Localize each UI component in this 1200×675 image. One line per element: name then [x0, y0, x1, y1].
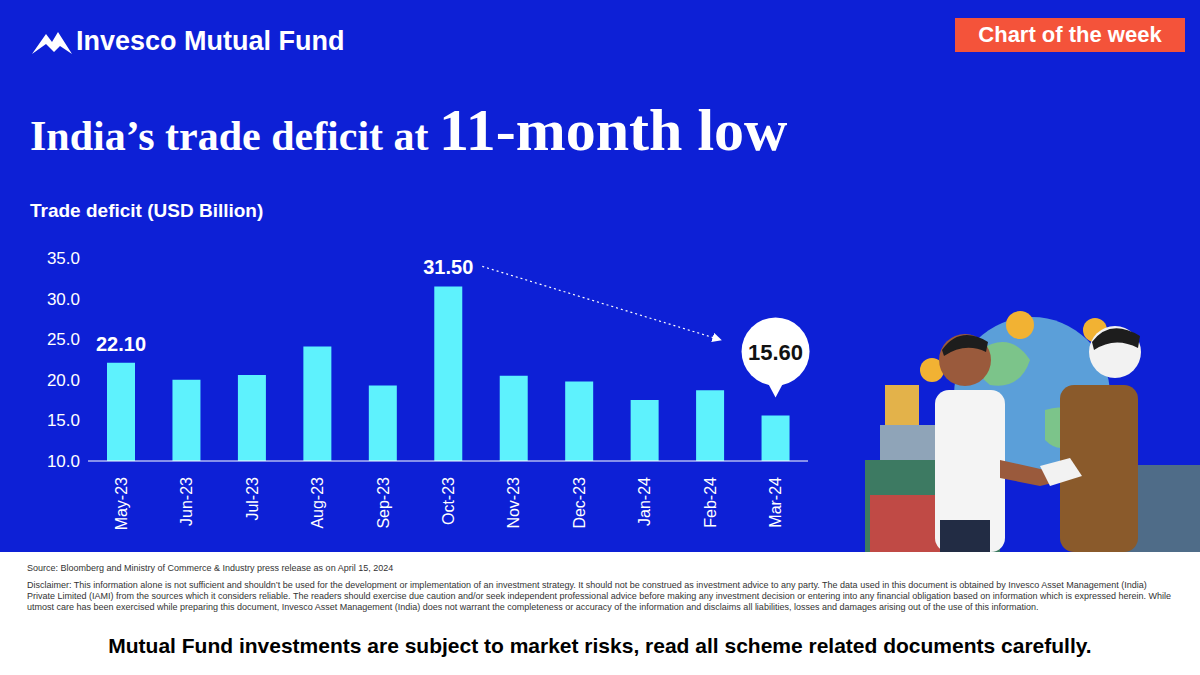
svg-text:Feb-24: Feb-24 — [702, 477, 719, 528]
svg-text:30.0: 30.0 — [47, 290, 80, 309]
html-text:Chart of the week: Chart of the week — [978, 22, 1162, 47]
svg-text:Nov-23: Nov-23 — [505, 477, 522, 529]
svg-text:Aug-23: Aug-23 — [309, 477, 326, 529]
svg-text:10.0: 10.0 — [47, 452, 80, 471]
svg-text:May-23: May-23 — [113, 477, 130, 530]
svg-text:25.0: 25.0 — [47, 330, 80, 349]
svg-text:31.50: 31.50 — [423, 256, 473, 278]
html-text:Mutual Fund investments are su: Mutual Fund investments are subject to m… — [108, 634, 1092, 657]
svg-text:20.0: 20.0 — [47, 371, 80, 390]
svg-text:15.60: 15.60 — [748, 340, 803, 365]
svg-text:15.0: 15.0 — [47, 411, 80, 430]
html-text:Disclaimer: This information a: Disclaimer: This information alone is no… — [27, 580, 1171, 612]
html-text:Invesco Mutual Fund: Invesco Mutual Fund — [76, 26, 345, 56]
svg-text:Mar-24: Mar-24 — [767, 477, 784, 528]
svg-text:Jul-23: Jul-23 — [244, 477, 261, 521]
html-text:India’s trade deficit at 11-mo: India’s trade deficit at 11-month low — [30, 97, 788, 163]
html-text:Source: Bloomberg and Ministry: Source: Bloomberg and Ministry of Commer… — [27, 563, 394, 573]
svg-text:22.10: 22.10 — [96, 333, 146, 355]
svg-text:Dec-23: Dec-23 — [571, 477, 588, 529]
svg-text:Jun-23: Jun-23 — [178, 477, 195, 526]
svg-text:Sep-23: Sep-23 — [375, 477, 392, 529]
svg-text:Oct-23: Oct-23 — [440, 477, 457, 525]
svg-text:Jan-24: Jan-24 — [636, 477, 653, 526]
svg-text:35.0: 35.0 — [47, 249, 80, 268]
html-text:Trade deficit (USD Billion): Trade deficit (USD Billion) — [30, 200, 264, 221]
